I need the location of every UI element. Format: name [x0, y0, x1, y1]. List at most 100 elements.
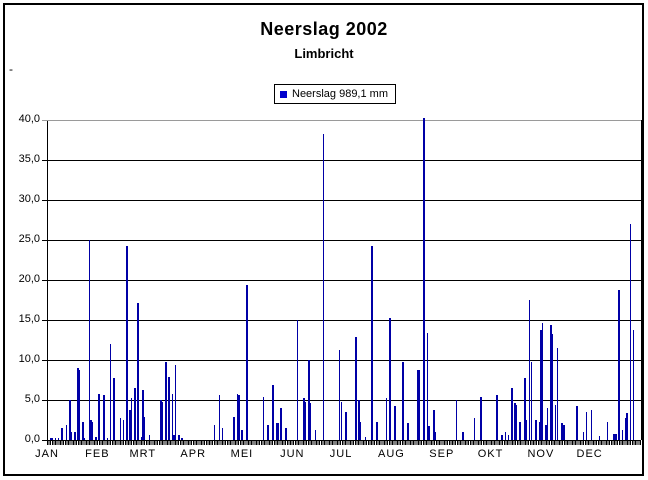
bar-day-291 [519, 421, 521, 440]
bar-day-297 [528, 300, 531, 440]
gridline-35 [42, 160, 641, 161]
bar-day-30 [95, 436, 97, 440]
bar-day-330 [582, 432, 585, 440]
bar-day-317 [561, 423, 563, 440]
bar-day-19 [77, 368, 79, 440]
bar-day-345 [606, 421, 609, 440]
bar-day-263 [473, 417, 476, 440]
bar-day-79 [174, 364, 177, 440]
bar-day-83 [181, 437, 183, 440]
bar-day-209 [385, 398, 388, 440]
bar-day-63 [148, 435, 151, 440]
y-axis-label-5,0: 5,0 [24, 393, 40, 405]
bar-day-196 [364, 436, 367, 440]
bar-day-165 [314, 430, 316, 440]
bar-day-103 [213, 424, 216, 440]
bar-day-284 [507, 435, 510, 440]
bar-day-340 [598, 436, 601, 440]
bar-day-115 [233, 416, 235, 440]
bar-day-332 [585, 412, 588, 440]
bar-day-295 [525, 420, 528, 440]
bar-day-139 [272, 384, 274, 440]
bar-day-228 [416, 369, 419, 440]
bar-day-12 [65, 424, 68, 440]
chart-subtitle: Limbricht [294, 46, 354, 61]
bar-day-190 [355, 336, 357, 440]
bar-day-59 [142, 390, 144, 440]
bar-day-219 [402, 361, 404, 440]
bar-day-81 [178, 435, 180, 440]
x-axis-line [42, 440, 641, 441]
bar-day-20 [78, 369, 81, 440]
bar-day-147 [285, 428, 287, 440]
bar-day-234 [426, 332, 429, 440]
bar-day-51 [129, 409, 131, 440]
bar-day-73 [165, 361, 167, 440]
bar-day-326 [576, 406, 578, 440]
gridline-20 [42, 280, 641, 281]
bar-day-310 [550, 324, 552, 440]
y-axis-label-25,0: 25,0 [18, 233, 40, 245]
bar-day-2 [49, 438, 52, 440]
bar-day-108 [221, 428, 224, 440]
gridline-25 [42, 240, 641, 241]
bar-day-60 [143, 416, 146, 440]
x-axis-month-label-sep: SEP [429, 448, 455, 460]
bar-day-23 [83, 437, 86, 440]
y-axis-label-20,0: 20,0 [18, 273, 40, 285]
x-axis-month-label-mei: MEI [230, 448, 254, 460]
bar-day-154 [296, 320, 299, 440]
bar-day-159 [304, 401, 307, 440]
gridline-40 [42, 120, 641, 121]
bar-day-282 [504, 432, 507, 440]
bar-day-70 [160, 400, 162, 440]
x-axis-month-label-okt: OKT [477, 448, 504, 460]
bar-day-162 [309, 403, 312, 440]
bar-day-357 [626, 412, 628, 440]
bar-day-359 [629, 224, 632, 440]
bar-day-136 [267, 424, 269, 440]
x-axis-month-label-nov: NOV [527, 448, 555, 460]
bar-day-349 [613, 433, 615, 440]
bar-day-256 [462, 432, 464, 440]
x-axis-tick-strip [47, 441, 641, 445]
bar-day-311 [551, 333, 554, 440]
bar-day-307 [545, 424, 547, 440]
bar-day-308 [546, 408, 549, 440]
bar-day-314 [556, 348, 559, 440]
bar-day-133 [262, 396, 265, 440]
chart-title: Neerslag 2002 [260, 19, 388, 39]
stray-dash: - [9, 62, 13, 76]
bar-day-289 [515, 404, 518, 440]
bar-day-184 [345, 412, 347, 440]
bar-day-77 [171, 393, 174, 440]
bar-day-318 [563, 424, 565, 440]
y-axis-label-10,0: 10,0 [18, 353, 40, 365]
bar-day-238 [433, 409, 435, 440]
bar-day-123 [246, 284, 248, 440]
bar-day-232 [423, 118, 425, 440]
x-axis-month-label-jul: JUL [329, 448, 353, 460]
x-axis-month-label-jun: JUN [280, 448, 305, 460]
legend: Neerslag 989,1 mm [274, 84, 396, 104]
bar-day-75 [168, 376, 170, 440]
bar-day-158 [303, 398, 305, 440]
bar-day-47 [122, 420, 125, 440]
bar-day-235 [428, 426, 430, 440]
bar-day-352 [618, 289, 620, 440]
bar-day-214 [394, 406, 396, 440]
bar-day-141 [275, 423, 277, 440]
bar-day-117 [236, 393, 239, 440]
bar-day-203 [376, 421, 378, 440]
bar-day-17 [74, 432, 76, 440]
bar-day-267 [480, 396, 482, 440]
bar-day-52 [130, 398, 133, 440]
bar-day-280 [501, 435, 503, 440]
bar-day-170 [322, 133, 325, 440]
bar-day-120 [241, 430, 243, 440]
bar-day-32 [98, 393, 100, 440]
bar-day-5 [54, 438, 57, 440]
y-axis-label-35,0: 35,0 [18, 153, 40, 165]
bar-day-142 [277, 423, 279, 440]
